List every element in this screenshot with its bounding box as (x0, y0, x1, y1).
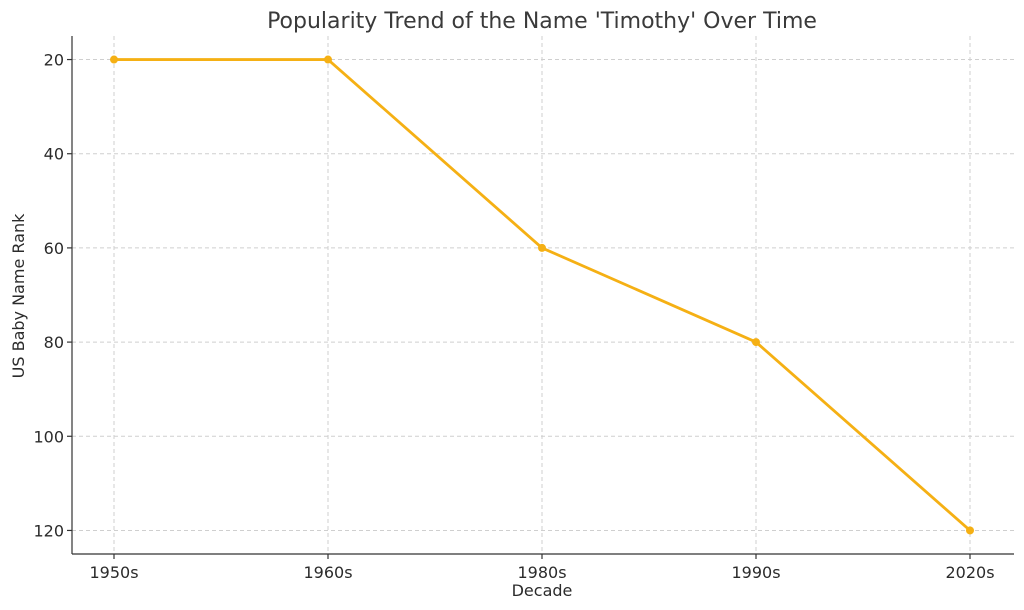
grid (72, 36, 1014, 554)
data-point (110, 55, 118, 64)
y-tick-label: 100 (33, 427, 64, 446)
y-tick-label: 40 (44, 145, 64, 164)
y-tick-label: 80 (44, 333, 64, 352)
y-tick-label: 60 (44, 239, 64, 258)
y-tick-label: 120 (33, 521, 64, 540)
data-point (324, 55, 332, 64)
x-tick-label: 1960s (303, 563, 352, 582)
data-point (752, 338, 760, 347)
x-tick-label: 2020s (945, 563, 994, 582)
x-tick-label: 1980s (517, 563, 566, 582)
x-axis-label: Decade (512, 581, 573, 600)
chart-title: Popularity Trend of the Name 'Timothy' O… (267, 9, 817, 34)
y-axis-label: US Baby Name Rank (9, 213, 28, 378)
axes: 1950s 1960s 1980s 1990s 2020s 20 40 60 80 100 120 (33, 36, 1014, 582)
y-tick-label: 20 (44, 51, 64, 70)
series (110, 55, 974, 535)
data-point (538, 243, 546, 252)
data-point (966, 526, 974, 535)
x-tick-label: 1990s (731, 563, 780, 582)
x-tick-label: 1950s (89, 563, 138, 582)
